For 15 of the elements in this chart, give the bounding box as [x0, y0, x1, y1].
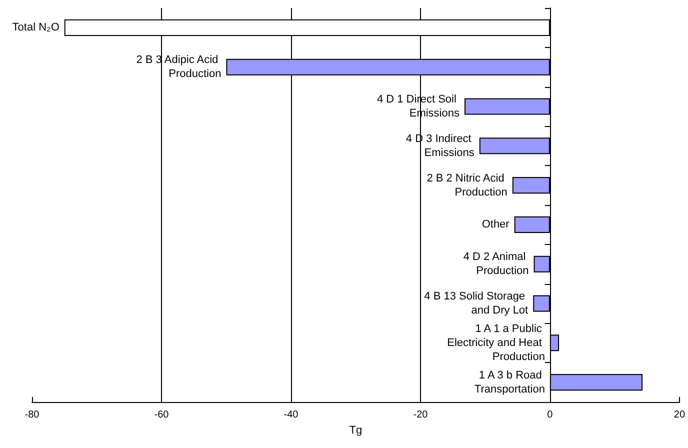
- x-tick-label: -60: [154, 410, 170, 420]
- x-tick-label: 20: [674, 410, 686, 420]
- y-tick-label: 1 A 1 a Public Electricity and Heat Production: [447, 322, 545, 363]
- x-axis-title: Tg: [349, 424, 362, 436]
- y-tick-label: 2 B 3 Adipic Acid Production: [136, 54, 222, 80]
- y-tick-label: Total N₂O: [12, 22, 60, 34]
- y-tick-label: Other: [482, 218, 510, 231]
- y-tick-label: 2 B 2 Nitric Acid Production: [426, 172, 508, 198]
- x-tick-label: 0: [547, 410, 554, 420]
- x-tick-label: -80: [24, 410, 40, 420]
- y-tick-label: 4 D 2 Animal Production: [463, 251, 529, 278]
- x-tick-label: -40: [284, 410, 299, 420]
- x-tick-label: -20: [413, 410, 428, 420]
- y-tick-label: 4 B 13 Solid Storage and Dry Lot: [424, 290, 528, 316]
- y-tick-label: 1 A 3 b Road Transportation: [474, 369, 545, 396]
